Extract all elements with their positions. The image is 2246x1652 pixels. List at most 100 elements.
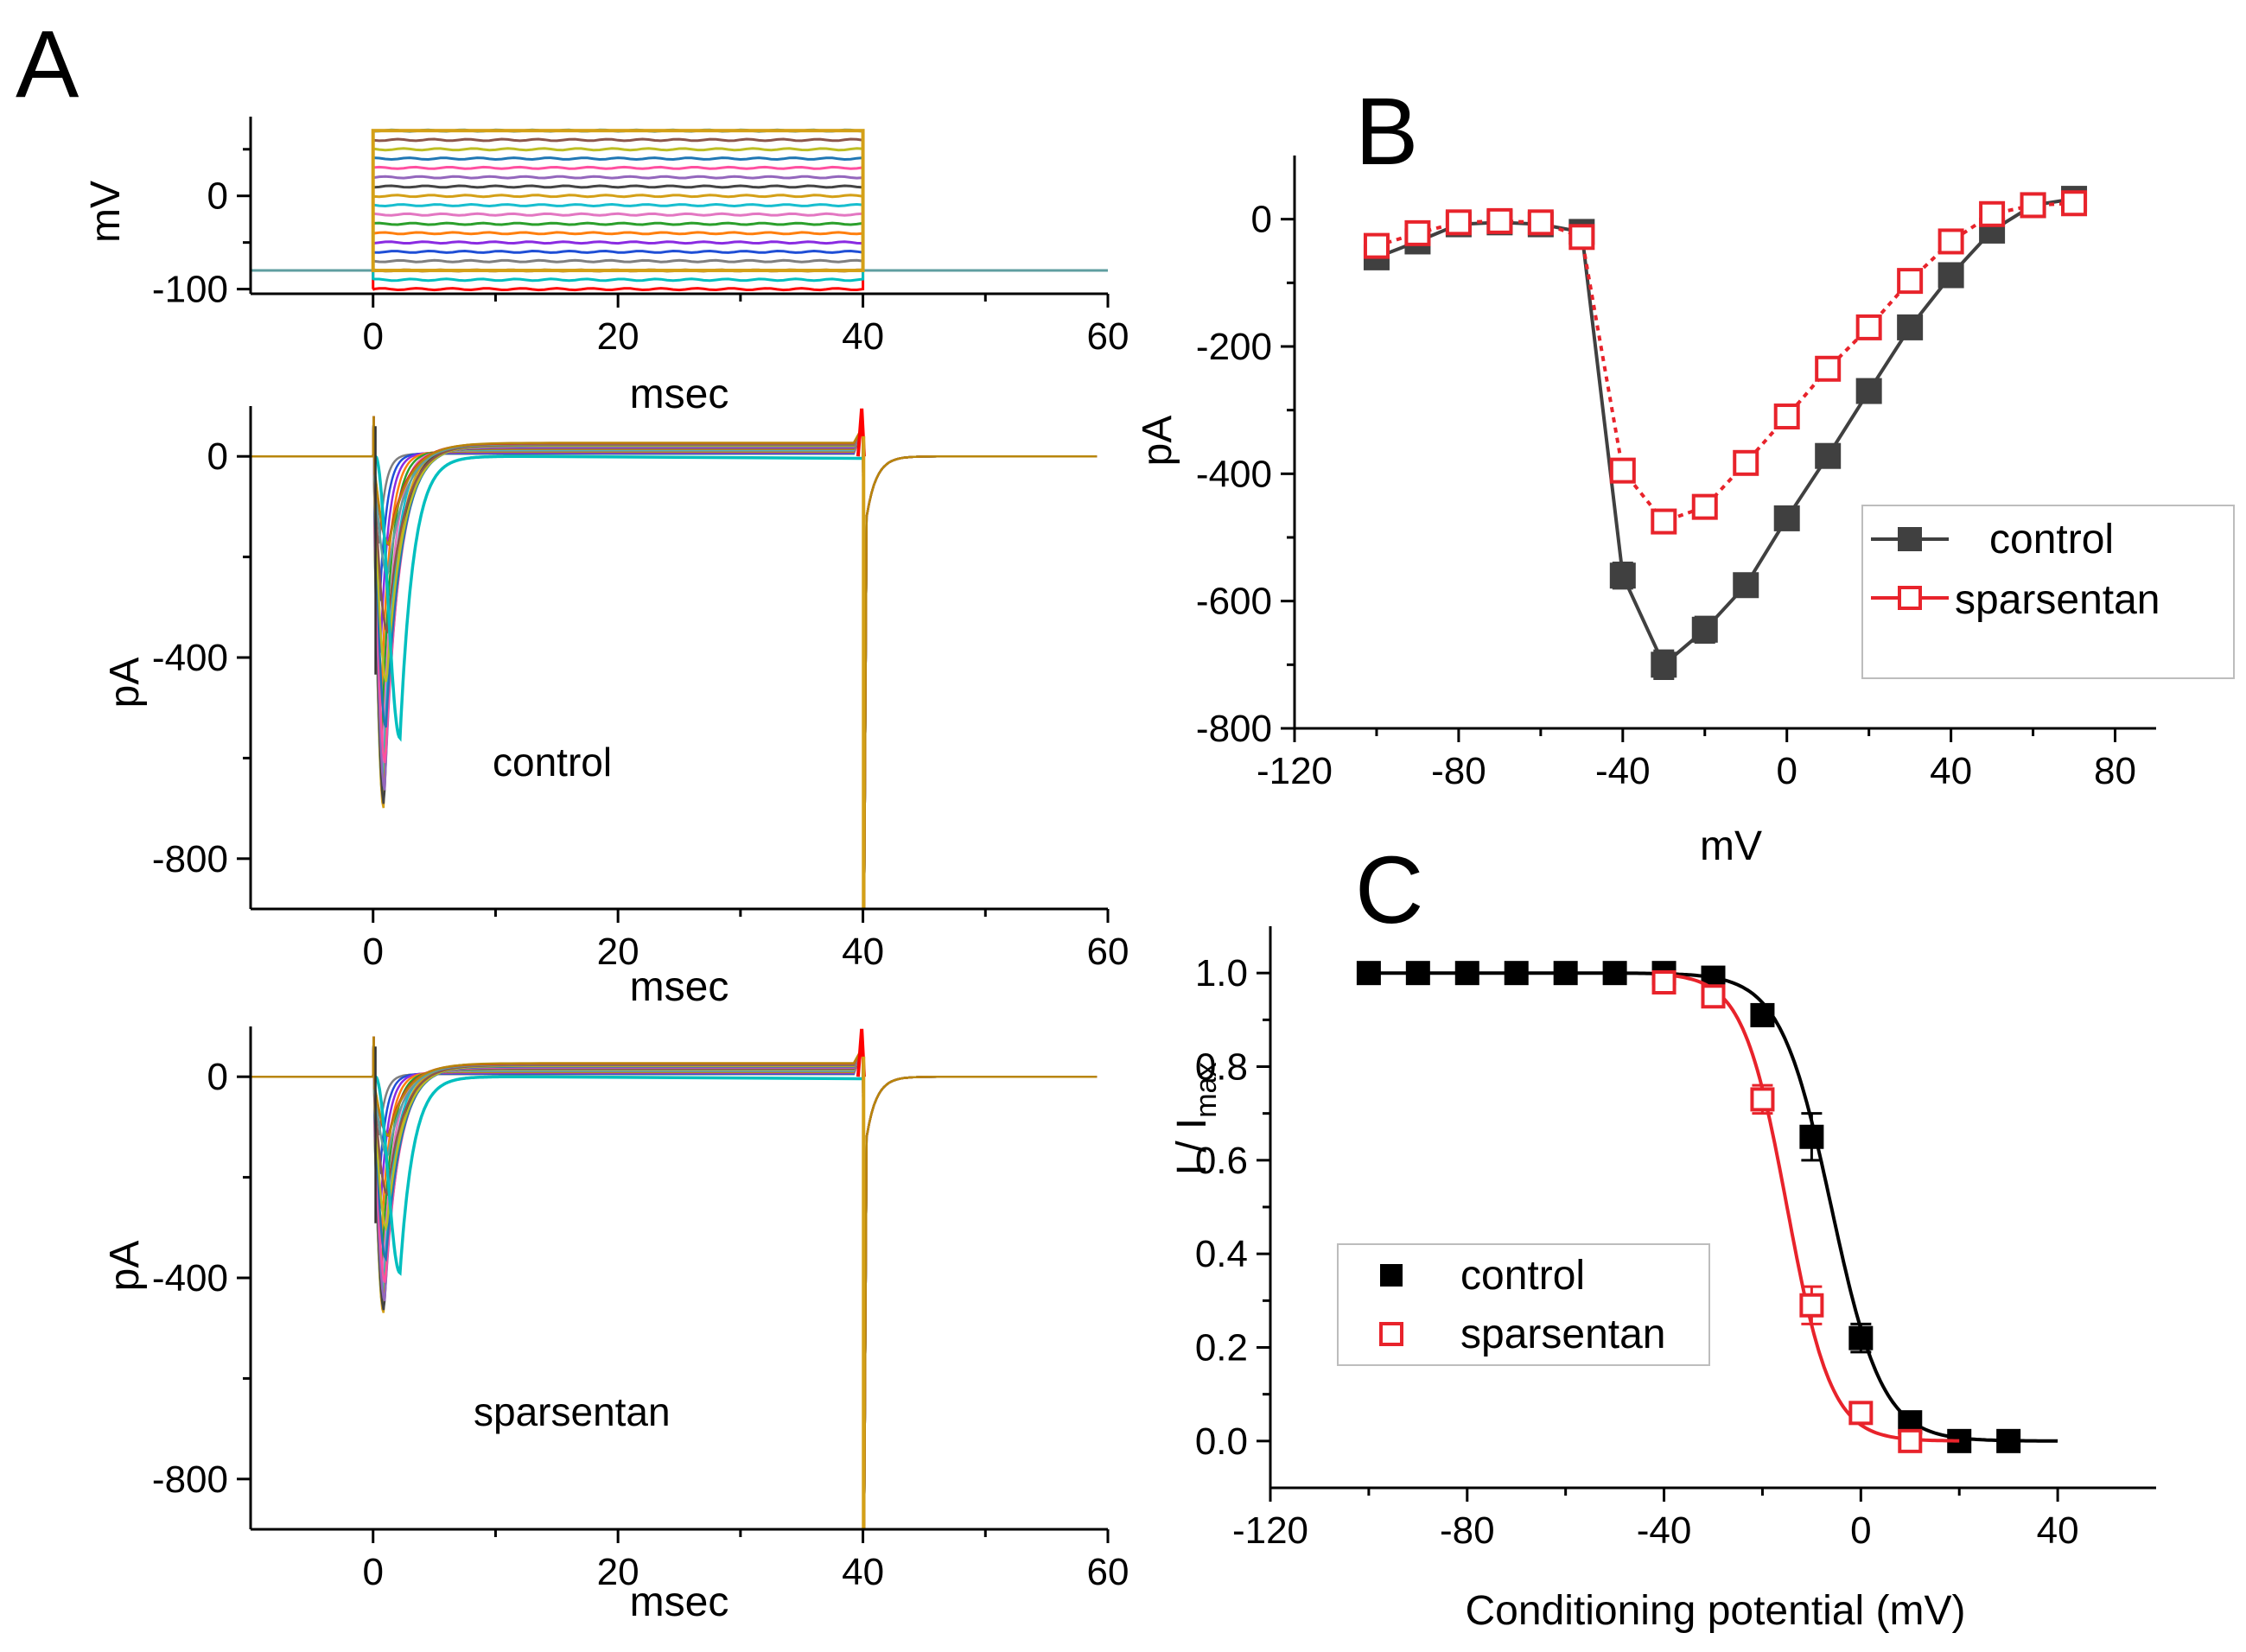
- data-point-control: [1356, 961, 1381, 986]
- data-point-sparsentan: [1750, 1087, 1775, 1112]
- data-point-control: [1855, 378, 1882, 404]
- voltage-trace: [251, 202, 1108, 272]
- x-axis-title: msec: [630, 964, 729, 1010]
- data-point-control: [1848, 1325, 1874, 1350]
- y-axis-title: pA: [1135, 416, 1180, 467]
- x-tick-label: 40: [2037, 1509, 2079, 1552]
- x-tick-label: 20: [597, 315, 639, 358]
- y-axis-title: pA: [102, 1241, 148, 1292]
- data-point-control: [1750, 1002, 1775, 1027]
- y-tick-label: 0.4: [1195, 1233, 1248, 1275]
- current-trace: [251, 1036, 1098, 1530]
- data-point-control: [1897, 314, 1924, 340]
- y-tick-label: 1.0: [1195, 952, 1248, 994]
- data-point-sparsentan: [1568, 224, 1595, 251]
- x-tick-label: 0: [1850, 1509, 1871, 1552]
- y-tick-label: -800: [152, 838, 228, 880]
- data-point-control: [1937, 262, 1964, 289]
- voltage-trace: [251, 240, 1108, 272]
- iv-legend-sparsentan-marker: [1898, 586, 1922, 610]
- x-tick-label: 40: [1930, 750, 1972, 792]
- sparsentan-current-axes: 0 20 40 60 -800 -400 0 msec pA: [102, 1026, 1129, 1625]
- y-tick-label: -800: [152, 1458, 228, 1501]
- y-tick-label: -400: [152, 637, 228, 679]
- voltage-trace: [251, 137, 1108, 272]
- data-point-sparsentan: [1897, 268, 1924, 295]
- chart-control-currents: 0 20 40 60 -800 -400 0 msec pA control: [102, 406, 1129, 1010]
- x-tick-label: -80: [1431, 750, 1486, 792]
- data-point-sparsentan: [1848, 1401, 1874, 1426]
- inactivation-legend-control-label: control: [1460, 1253, 1585, 1299]
- y-tick-label: -600: [1196, 581, 1272, 623]
- chart-inactivation: -120 -80 -40 0 40 0.0 0.2 0.4 0.6 0.8 1.0 Condition…: [1169, 926, 2156, 1634]
- voltage-trace: [251, 269, 1108, 283]
- voltage-trace: [251, 175, 1108, 272]
- data-point-sparsentan: [1799, 1293, 1824, 1318]
- y-tick-label: 0.2: [1195, 1327, 1248, 1369]
- data-point-control: [1799, 1124, 1824, 1149]
- data-point-control: [1454, 961, 1479, 986]
- inactivation-legend-control-marker: [1380, 1264, 1403, 1287]
- x-tick-label: 60: [1087, 931, 1129, 973]
- data-point-sparsentan: [1733, 449, 1759, 476]
- data-point-control: [1691, 616, 1718, 643]
- data-point-sparsentan: [1701, 984, 1726, 1009]
- voltage-trace: [251, 231, 1108, 272]
- data-point-sparsentan: [1404, 219, 1431, 246]
- fit-curve-control: [1368, 971, 2058, 1443]
- x-axis-title: msec: [630, 372, 729, 417]
- voltage-envelope: [371, 129, 865, 273]
- voltage-trace: [251, 221, 1108, 272]
- voltage-trace: [251, 165, 1108, 272]
- current-trace: [251, 416, 1098, 910]
- chart-voltage-protocol: 0 20 40 60 -100 0 msec mV: [83, 117, 1129, 417]
- y-tick-label: -800: [1196, 708, 1272, 750]
- y-tick-label: 0.0: [1195, 1420, 1248, 1463]
- y-tick-label: 0: [207, 1056, 228, 1098]
- voltage-trace: [251, 156, 1108, 272]
- data-point-sparsentan: [1979, 200, 2006, 227]
- y-tick-label: -400: [152, 1257, 228, 1299]
- voltage-trace: [251, 184, 1108, 272]
- x-tick-label: 0: [1776, 750, 1797, 792]
- voltage-axes: 0 20 40 60 -100 0 msec mV: [83, 117, 1129, 417]
- panel-letter-C: C: [1355, 837, 1423, 944]
- data-point-sparsentan: [2020, 192, 2046, 219]
- y-tick-label: 0.6: [1195, 1140, 1248, 1182]
- x-tick-label: 0: [362, 315, 383, 358]
- voltage-trace: [251, 249, 1108, 272]
- y-tick-label: -400: [1196, 453, 1272, 495]
- data-point-sparsentan: [1898, 1428, 1923, 1453]
- chart-sparsentan-currents: 0 20 40 60 -800 -400 0 msec pA sparsentan: [102, 1026, 1129, 1625]
- data-point-sparsentan: [1363, 232, 1390, 259]
- data-point-sparsentan: [1445, 209, 1472, 236]
- data-point-sparsentan: [1691, 493, 1718, 520]
- data-point-control: [1651, 651, 1677, 678]
- x-axis-title: mV: [1700, 823, 1762, 869]
- inactivation-series: [1356, 961, 2058, 1453]
- voltage-trace: [251, 128, 1108, 272]
- data-point-control: [1815, 442, 1842, 469]
- x-tick-label: 60: [1087, 1551, 1129, 1593]
- voltage-trace: [251, 147, 1108, 272]
- data-point-sparsentan: [1651, 508, 1677, 535]
- iv-legend-control-marker: [1898, 527, 1922, 551]
- x-axis-title: Conditioning potential (mV): [1466, 1588, 1966, 1634]
- x-tick-label: 0: [362, 1551, 383, 1593]
- iv-legend-sparsentan-label: sparsentan: [1955, 577, 2160, 623]
- x-tick-label: -80: [1440, 1509, 1495, 1552]
- data-point-sparsentan: [1609, 457, 1636, 484]
- series-line-sparsentan: [1376, 201, 2075, 524]
- inactivation-ylabel-main: I / I: [1169, 1118, 1215, 1176]
- voltage-trace: [251, 258, 1108, 272]
- control-current-traces: [251, 408, 1098, 910]
- voltage-traces: [251, 128, 1108, 292]
- data-point-control: [1609, 562, 1636, 589]
- x-tick-label: -40: [1637, 1509, 1692, 1552]
- data-point-control: [1602, 961, 1627, 986]
- y-tick-label: 0.8: [1195, 1046, 1248, 1089]
- control-annotation: control: [493, 740, 612, 785]
- data-point-sparsentan: [1651, 970, 1677, 994]
- data-point-sparsentan: [1527, 209, 1554, 236]
